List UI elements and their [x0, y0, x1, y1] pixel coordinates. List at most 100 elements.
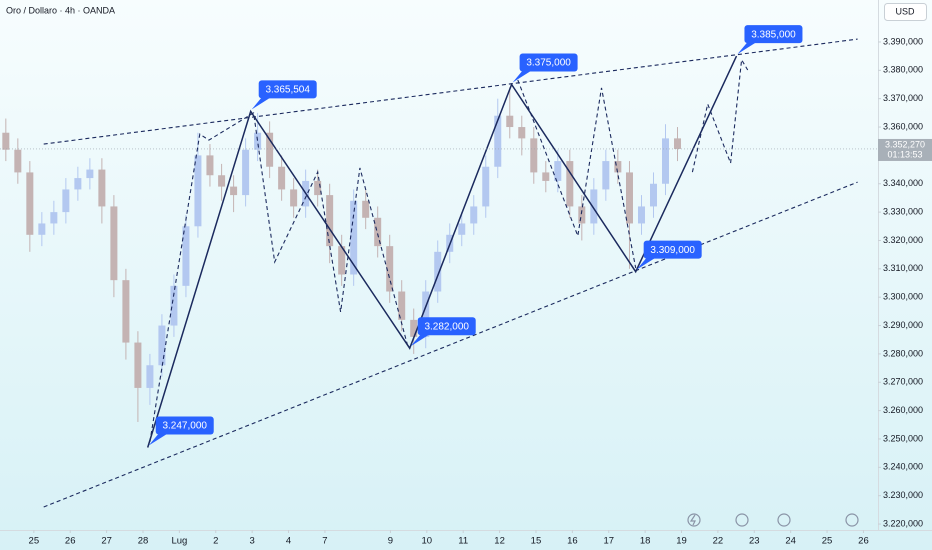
- candle-body: [434, 251, 442, 292]
- x-tick-label: 12: [494, 536, 505, 547]
- x-tick-label: 18: [640, 536, 651, 547]
- y-tick-label: 3.320,000: [883, 235, 923, 245]
- y-tick-label: 3.260,000: [883, 405, 923, 415]
- candle-body: [206, 155, 214, 176]
- candle-body: [578, 206, 586, 224]
- currency: USD: [895, 6, 915, 16]
- last-price-box: [878, 138, 932, 161]
- candle-body: [637, 206, 645, 224]
- price-label-box: [155, 416, 214, 435]
- currency-box[interactable]: [884, 3, 927, 21]
- candle-body: [2, 132, 10, 150]
- x-tick-label: 22: [713, 536, 724, 547]
- x-tick-label: 25: [822, 536, 833, 547]
- last-price: 3.352,270: [885, 139, 925, 149]
- candle-body: [458, 223, 466, 235]
- candle-body: [386, 246, 394, 292]
- candle-body: [254, 132, 262, 150]
- candle-body: [602, 161, 610, 190]
- zigzag: [146, 55, 738, 448]
- x-tick-label: 26: [858, 536, 869, 547]
- price-label: 3.375,000: [526, 58, 571, 69]
- y-tick-label: 3.380,000: [883, 65, 923, 75]
- y-tick-label: 3.280,000: [883, 348, 923, 358]
- candle-body: [614, 161, 622, 173]
- candle-body: [266, 132, 274, 167]
- x-tick-label: 11: [458, 536, 468, 547]
- label-pointer: [410, 334, 430, 347]
- candle-body: [518, 127, 526, 139]
- candle-body: [590, 189, 598, 224]
- x-tick-label: 4: [286, 536, 291, 547]
- candle-body: [50, 212, 58, 224]
- label-pointer: [148, 433, 168, 446]
- candle-body: [470, 206, 478, 224]
- y-tick-label: 3.310,000: [883, 263, 923, 273]
- event-icon[interactable]: [777, 513, 791, 527]
- candle-body: [230, 186, 238, 196]
- candle-body: [506, 115, 514, 128]
- x-tick-label: 16: [567, 536, 578, 547]
- event-icon[interactable]: [845, 513, 859, 527]
- candle-body: [62, 189, 70, 213]
- price-label: 3.309,000: [650, 245, 695, 256]
- x-tick-label: 27: [101, 536, 112, 547]
- candle-body: [398, 291, 406, 320]
- price-label-box: [519, 53, 578, 72]
- event-icon[interactable]: [735, 513, 749, 527]
- x-tick-label: Lug: [171, 536, 187, 547]
- price-label: 3.282,000: [424, 321, 469, 332]
- candle-body: [662, 138, 670, 184]
- y-tick-label: 3.290,000: [883, 320, 923, 330]
- candle-body: [542, 172, 550, 181]
- chart-title: Oro / Dollaro · 4h · OANDA: [6, 5, 115, 15]
- candle-body: [482, 166, 490, 207]
- y-tick-label: 3.370,000: [883, 93, 923, 103]
- candle-body: [410, 319, 418, 337]
- x-tick-label: 3: [250, 536, 255, 547]
- x-tick-label: 26: [65, 536, 76, 547]
- candle-body: [494, 115, 502, 167]
- candle-body: [374, 217, 382, 247]
- y-tick-label: 3.340,000: [883, 178, 923, 188]
- candle-body: [554, 161, 562, 181]
- candle-body: [170, 285, 178, 326]
- candle-body: [98, 169, 106, 207]
- candle-body: [338, 246, 346, 275]
- trendline: [43, 181, 858, 508]
- candle-body: [218, 175, 226, 187]
- y-tick-label: 3.360,000: [883, 121, 923, 131]
- candle-body: [422, 291, 430, 337]
- candle-body: [110, 206, 118, 281]
- y-tick-label: 3.300,000: [883, 292, 923, 302]
- x-tick-label: 28: [138, 536, 149, 547]
- candle-body: [566, 161, 574, 207]
- y-tick-label: 3.390,000: [883, 36, 923, 46]
- candle-body: [74, 178, 82, 190]
- candle-body: [86, 169, 94, 179]
- lightning: [689, 514, 696, 526]
- y-tick-label: 3.270,000: [883, 377, 923, 387]
- candle-body: [278, 166, 286, 190]
- y-tick-label: 3.250,000: [883, 433, 923, 443]
- price-label-box: [417, 317, 476, 336]
- countdown: 01:13:53: [887, 149, 922, 159]
- y-tick-label: 3.330,000: [883, 206, 923, 216]
- candle-body: [122, 280, 130, 343]
- price-label-box: [258, 80, 317, 99]
- projection-path: [149, 58, 749, 442]
- x-tick-label: 15: [531, 536, 542, 547]
- label-pointer: [251, 97, 271, 110]
- x-tick-label: 19: [676, 536, 687, 547]
- candle-body: [38, 223, 46, 235]
- event-icon[interactable]: [687, 513, 701, 527]
- label-pointer: [737, 42, 757, 55]
- candle-body: [326, 195, 334, 247]
- candle-body: [290, 189, 298, 207]
- y-tick-label: 3.230,000: [883, 490, 923, 500]
- x-tick-label: 2: [213, 536, 218, 547]
- x-tick-label: 23: [749, 536, 760, 547]
- candle-body: [350, 200, 358, 275]
- label-pointer: [636, 257, 656, 270]
